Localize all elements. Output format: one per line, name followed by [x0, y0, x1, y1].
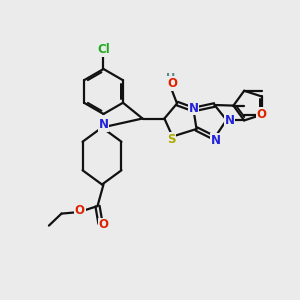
Text: O: O: [75, 204, 85, 217]
Text: O: O: [256, 108, 267, 121]
Text: N: N: [224, 113, 235, 127]
Text: H: H: [167, 73, 176, 83]
Text: N: N: [188, 101, 199, 115]
Text: O: O: [98, 218, 109, 232]
Text: Cl: Cl: [97, 43, 110, 56]
Text: S: S: [167, 133, 175, 146]
Text: N: N: [211, 134, 221, 147]
Text: O: O: [167, 77, 178, 90]
Text: N: N: [98, 118, 109, 131]
